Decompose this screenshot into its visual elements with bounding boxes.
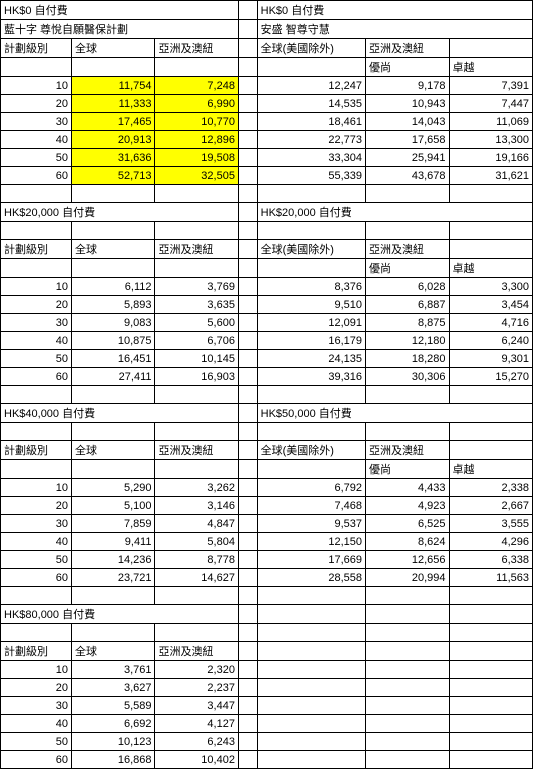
comparison-table: HK$0 自付費HK$0 自付費藍十字 尊悅自願醫保計劃安盛 智尊守慧計劃級別全… — [0, 0, 533, 769]
